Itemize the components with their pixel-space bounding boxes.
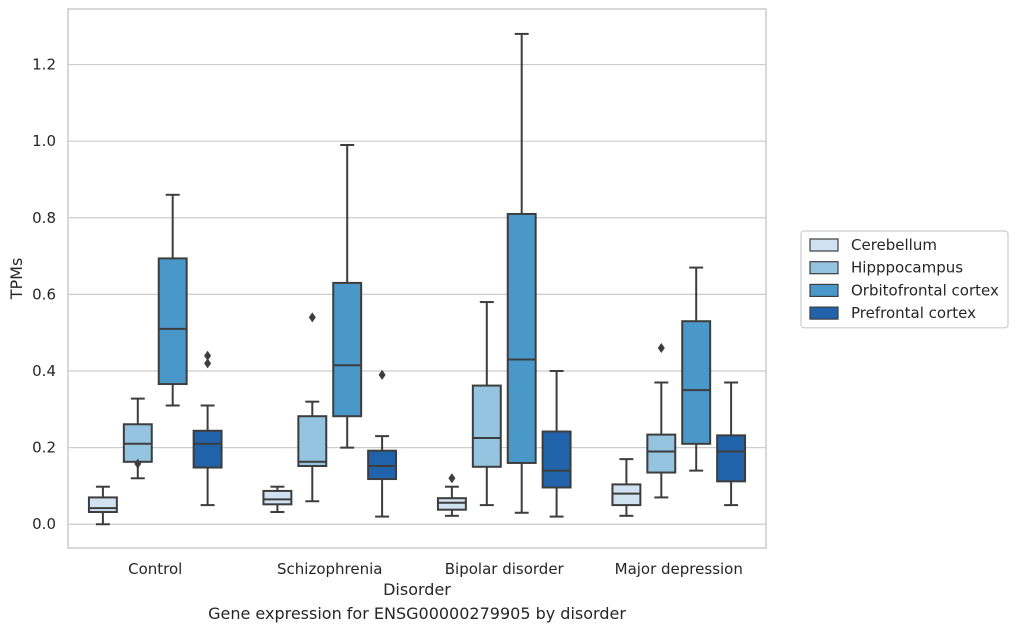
box-iqr xyxy=(192,429,223,469)
x-tick-label: Schizophrenia xyxy=(277,560,382,578)
box-iqr xyxy=(541,430,572,489)
y-tick-label: 0.8 xyxy=(32,209,56,227)
legend-box xyxy=(800,230,1009,329)
box-iqr xyxy=(436,497,467,511)
legend-label: Prefrontal cortex xyxy=(851,304,976,322)
box-iqr xyxy=(297,415,328,468)
box-iqr xyxy=(506,212,537,464)
y-tick-label: 0.4 xyxy=(32,362,56,380)
box-iqr xyxy=(87,496,118,513)
box-iqr xyxy=(716,434,747,483)
outlier-point xyxy=(448,473,456,484)
x-tick-label: Control xyxy=(128,560,182,578)
legend-label: Cerebellum xyxy=(851,236,937,254)
box-iqr xyxy=(681,320,712,445)
legend-swatch xyxy=(809,238,839,252)
box-iqr xyxy=(611,483,642,507)
box-iqr xyxy=(332,281,363,418)
legend-swatch xyxy=(809,261,839,275)
legend-swatch xyxy=(809,306,839,320)
y-tick-label: 1.2 xyxy=(32,56,56,74)
plot-frame xyxy=(67,8,767,549)
box-iqr xyxy=(646,433,677,474)
y-tick-label: 0.2 xyxy=(32,439,56,457)
outlier-point xyxy=(308,312,316,323)
outlier-point xyxy=(378,369,386,380)
box-iqr xyxy=(471,384,502,468)
outlier-point xyxy=(204,350,212,361)
legend-swatch xyxy=(809,283,839,297)
y-tick-label: 0.0 xyxy=(32,515,56,533)
box-iqr xyxy=(262,489,293,506)
y-axis-label: TPMs xyxy=(7,258,26,301)
y-tick-label: 1.0 xyxy=(32,132,56,150)
outlier-point xyxy=(657,343,665,354)
x-axis-label: Disorder xyxy=(383,580,451,599)
y-tick-label: 0.6 xyxy=(32,285,56,303)
legend-label: Hipppocampus xyxy=(851,259,963,277)
outlier-point xyxy=(204,358,212,369)
figure-caption: Gene expression for ENSG00000279905 by d… xyxy=(208,604,626,623)
outlier-point xyxy=(134,458,142,469)
box-iqr xyxy=(157,257,188,386)
x-tick-label: Major depression xyxy=(615,560,743,578)
box-iqr xyxy=(367,449,398,481)
x-tick-label: Bipolar disorder xyxy=(445,560,565,578)
legend-label: Orbitofrontal cortex xyxy=(851,281,999,299)
